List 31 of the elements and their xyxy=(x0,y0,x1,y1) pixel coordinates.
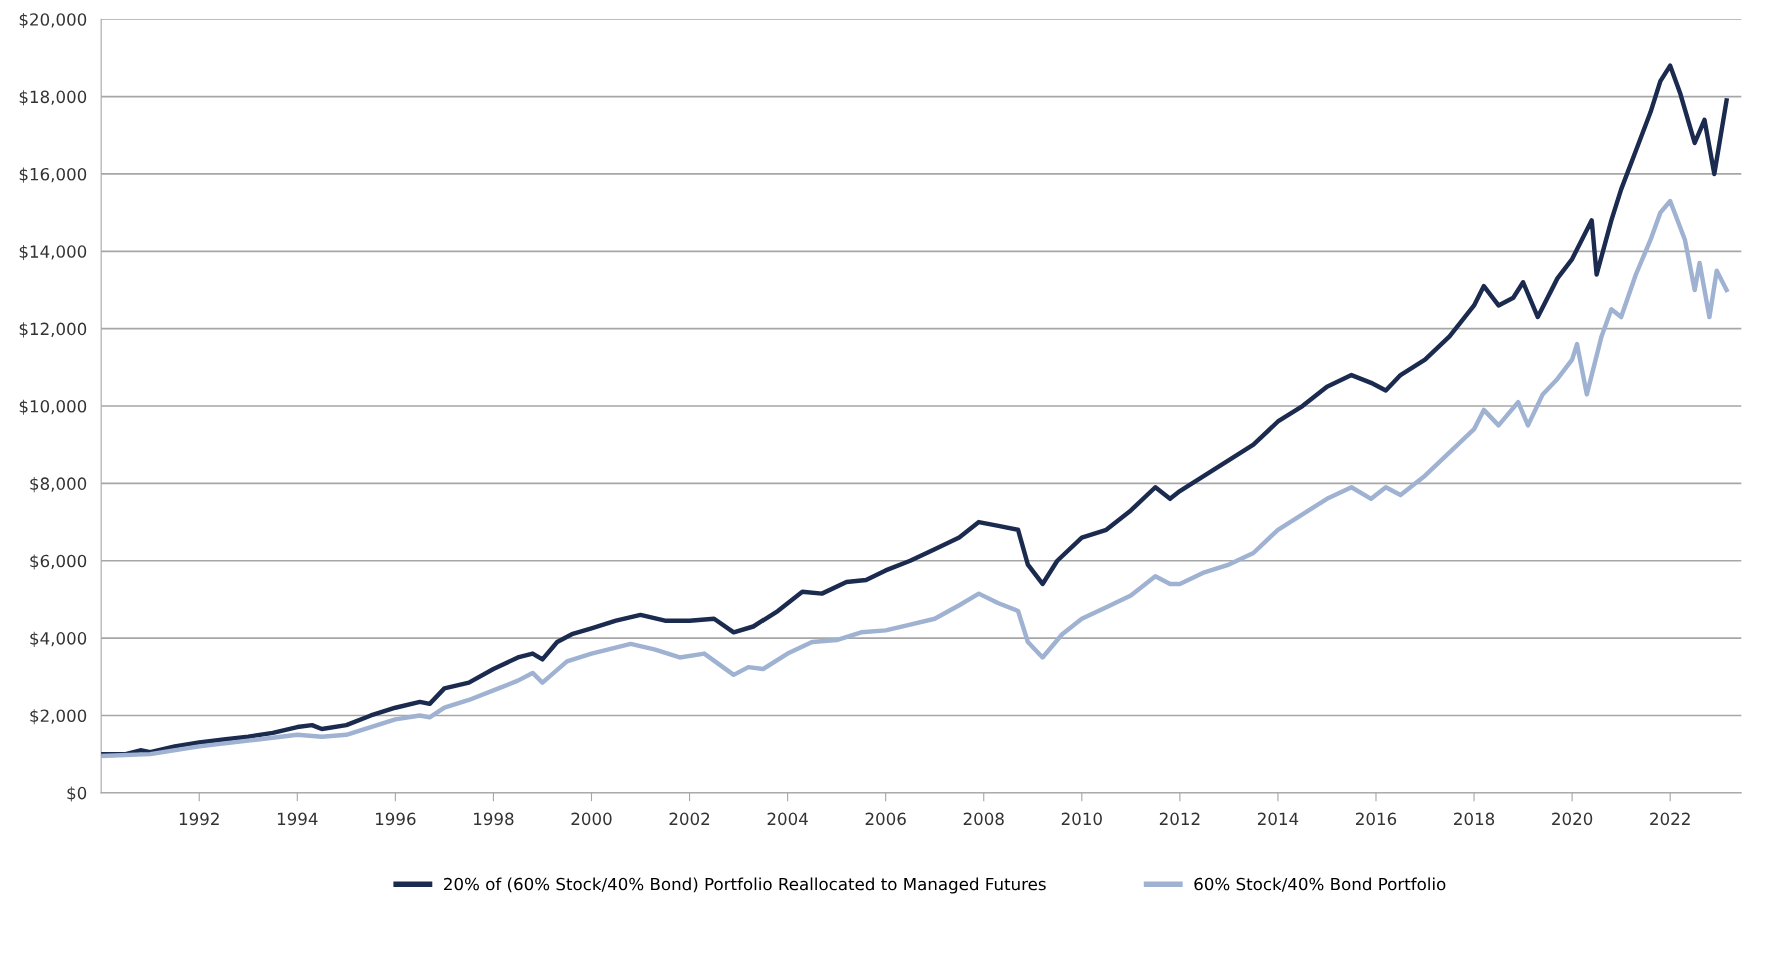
x-tick-label: 1992 xyxy=(179,812,219,826)
y-tick-label: $0 xyxy=(67,786,87,802)
x-tick-label: 2010 xyxy=(1061,812,1102,826)
x-tick-label: 2008 xyxy=(963,812,1004,826)
line-series xyxy=(101,198,1729,759)
x-tick-label: 1998 xyxy=(474,812,514,826)
y-tick-label: $20,000 xyxy=(19,12,87,28)
y-tick-label: $18,000 xyxy=(19,90,87,106)
x-tick-label: 2002 xyxy=(669,812,710,826)
y-tick-label: $2,000 xyxy=(30,709,87,725)
y-tick-label: $16,000 xyxy=(19,167,87,183)
x-tick-label: 2020 xyxy=(1552,812,1593,826)
y-tick-label: $8,000 xyxy=(30,477,87,493)
x-tick-label: 2012 xyxy=(1159,812,1200,826)
x-tick-label: 1996 xyxy=(375,812,416,826)
x-tick-label: 2016 xyxy=(1356,812,1397,826)
x-tick-label: 2000 xyxy=(571,812,612,826)
x-tick-label: 2004 xyxy=(767,812,808,826)
y-tick-label: $10,000 xyxy=(19,399,87,415)
y-tick-label: $14,000 xyxy=(19,244,87,261)
line-series xyxy=(101,63,1729,757)
x-tick-label: 1994 xyxy=(277,812,318,826)
x-tick-label: 2014 xyxy=(1257,812,1299,826)
y-tick-label: $12,000 xyxy=(19,322,87,338)
y-tick-label: $4,000 xyxy=(30,631,87,647)
y-tick-label: $6,000 xyxy=(30,554,87,570)
x-tick-label: 2006 xyxy=(865,812,906,826)
x-tick-label: 2018 xyxy=(1454,812,1495,826)
legend-label: 20% of (60% Stock/40% Bond) Portfolio Reallocated to Managed Futures xyxy=(444,877,1046,894)
legend-label: 60% Stock/40% Bond Portfolio xyxy=(1194,877,1446,892)
x-tick-label: 2022 xyxy=(1650,812,1690,826)
